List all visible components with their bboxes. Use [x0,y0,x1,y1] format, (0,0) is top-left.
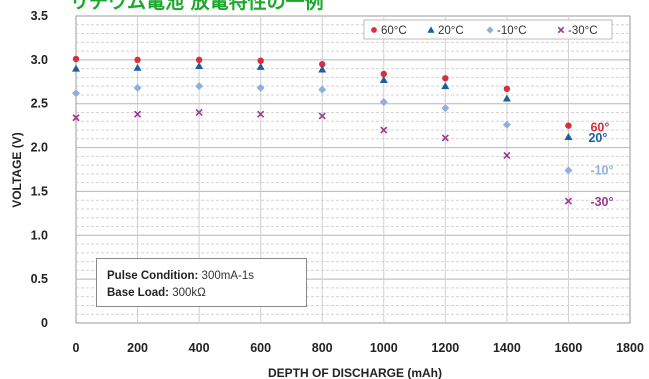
y-tick-label: 0.5 [31,272,48,286]
x-tick-label: 1200 [431,341,459,355]
end-label-series-4: -30° [590,195,613,209]
y-axis-label: VOLTAGE (V) [10,132,24,208]
data-point-series-3 [72,89,80,98]
data-point-series-4 [441,134,449,142]
x-tick-label: 600 [250,341,271,355]
y-tick-label: 1.5 [31,184,48,198]
legend-label-series-2: 20°C [438,25,464,37]
data-point-series-3 [379,97,388,106]
base-load-value: 300kΩ [169,287,206,299]
y-tick-label: 2.5 [31,97,48,111]
y-tick-label: 3.5 [31,9,48,23]
data-point-series-2 [256,62,265,70]
data-point-series-4 [133,110,142,118]
data-point-series-1 [72,55,80,63]
data-point-series-2 [379,76,388,84]
pulse-condition-label: Pulse Condition: [107,270,199,282]
data-point-series-2 [195,61,204,69]
data-point-series-1 [134,56,141,64]
x-tick-label: 400 [189,341,210,355]
data-point-series-1 [503,85,511,93]
x-tick-label: 800 [312,341,333,355]
data-point-series-4 [380,126,388,134]
x-tick-label: 0 [73,341,80,355]
x-axis-label: DEPTH OF DISCHARGE (mAh) [268,366,442,379]
annotation-box: Pulse Condition: 300mA-1s Base Load: 300… [96,258,307,307]
data-point-series-1 [565,122,572,129]
y-tick-label: 3.0 [31,53,48,67]
y-tick-labels: 0 0.5 1.0 1.5 2.0 2.5 3.0 3.5 [31,9,48,330]
x-tick-label: 200 [127,341,148,355]
legend-marker-series-1 [371,27,377,33]
x-tick-label: 1000 [370,341,398,355]
data-point-series-4 [72,114,80,122]
data-point-series-2 [133,63,142,71]
data-point-series-1 [380,70,387,78]
x-tick-labels: 0 200 400 600 800 1000 1200 1400 1600 1800 [73,341,644,355]
legend: 60°C 20°C -10°C -30°C [363,19,613,40]
series-end-labels: 60°20° -10° -30° [588,121,613,209]
data-point-series-3 [564,166,573,175]
y-tick-label: 1.0 [31,228,48,242]
legend-marker-series-2 [427,26,435,33]
pulse-condition-value: 300mA-1s [198,270,254,282]
end-label-series-2: 20° [588,131,607,145]
annotation-line-2: Base Load: 300kΩ [107,285,306,302]
data-point-series-1 [257,57,264,64]
x-tick-label: 1400 [493,341,521,355]
y-tick-label: 0 [41,316,48,330]
annotation-line-1: Pulse Condition: 300mA-1s [107,268,306,285]
data-point-series-1 [195,56,203,64]
base-load-label: Base Load: [107,287,169,299]
legend-label-series-3: -10°C [497,25,527,37]
end-label-series-1: 60° [590,121,609,135]
chart-title: リチウム電池 放電特性の一例 [70,0,324,13]
data-point-series-3 [133,83,142,92]
data-point-series-4 [318,112,326,120]
end-label-series-3: -10° [590,163,613,177]
data-points [72,55,573,205]
data-point-series-2 [502,94,511,102]
data-point-series-2 [72,64,80,72]
data-point-series-3 [441,104,450,113]
data-point-series-4 [257,110,265,118]
data-point-series-3 [318,85,327,94]
data-point-series-3 [502,120,511,129]
data-point-series-4 [195,108,203,117]
data-point-series-3 [256,83,265,92]
x-tick-label: 1600 [555,341,583,355]
data-point-series-1 [319,61,326,68]
data-point-series-4 [503,151,511,160]
data-point-series-2 [441,82,450,90]
data-point-series-2 [318,65,327,73]
legend-label-series-1: 60°C [381,25,407,37]
y-tick-label: 2.0 [31,141,48,155]
data-point-series-2 [564,133,573,141]
legend-marker-series-4 [557,26,565,34]
data-point-series-1 [442,75,449,82]
data-point-series-3 [195,82,204,91]
legend-marker-series-3 [486,26,494,34]
x-tick-label: 1800 [616,341,644,355]
legend-label-series-4: -30°C [568,25,598,37]
data-point-series-4 [564,197,573,205]
